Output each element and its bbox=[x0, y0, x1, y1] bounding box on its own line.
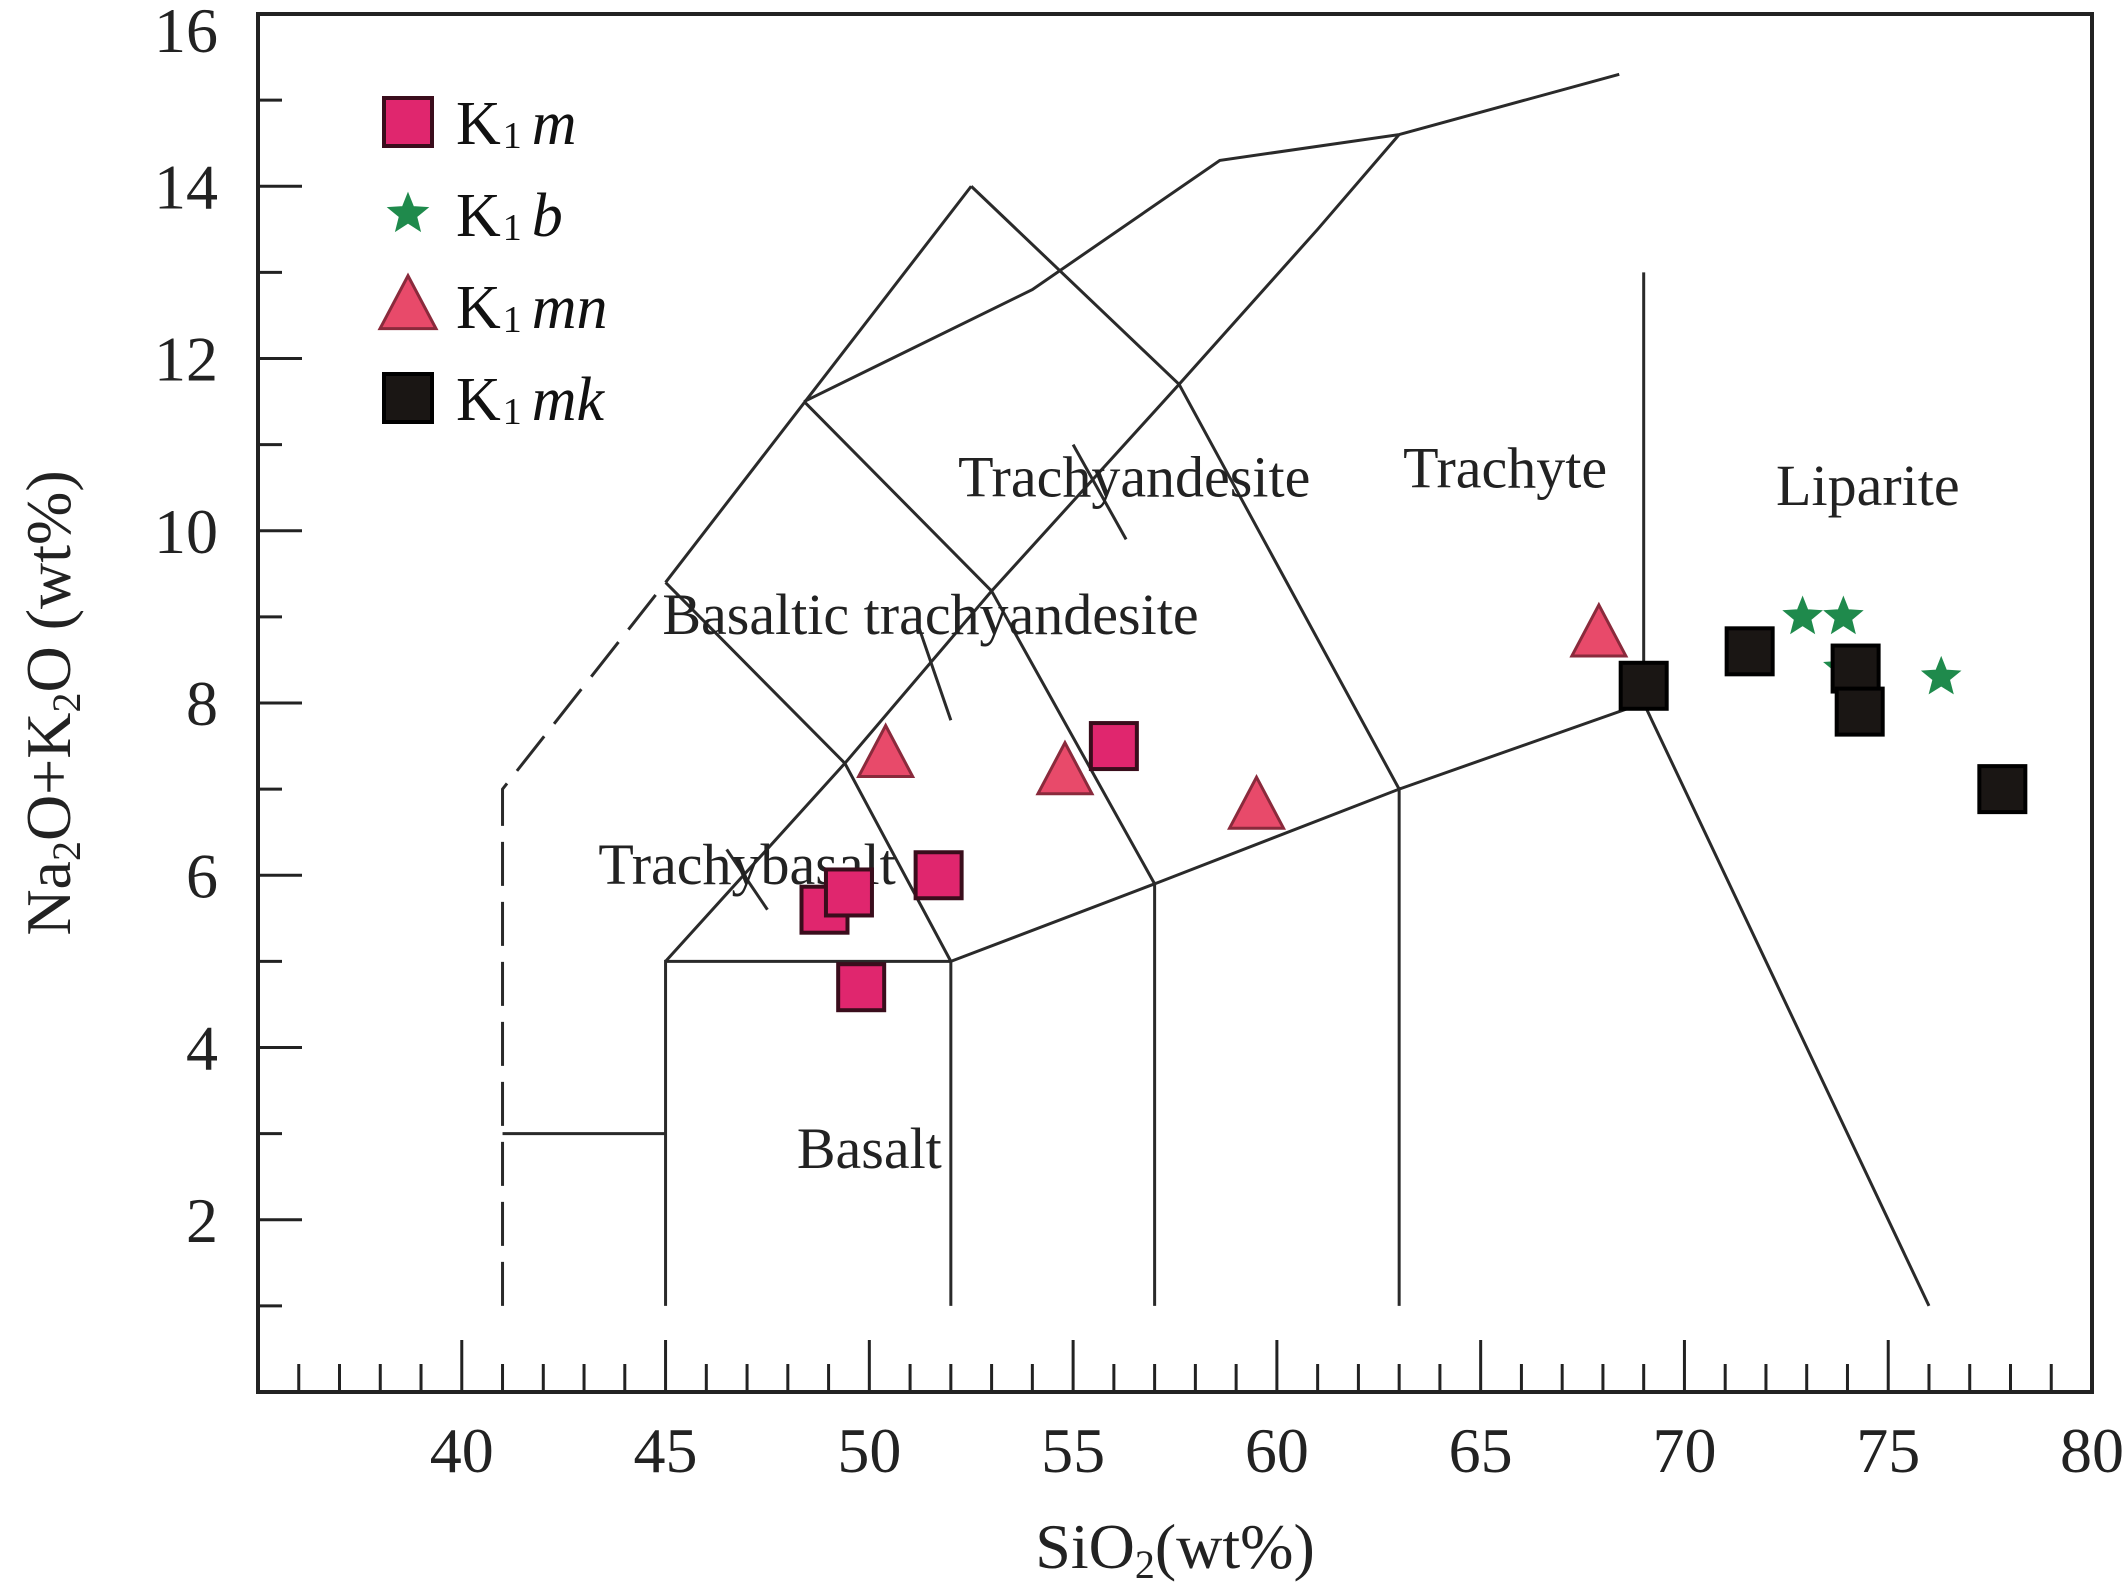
field-label: Liparite bbox=[1776, 453, 1960, 518]
data-point bbox=[1830, 643, 1881, 694]
y-tick-label: 10 bbox=[154, 496, 218, 567]
y-tick-label: 4 bbox=[186, 1013, 218, 1084]
boundary-line bbox=[725, 848, 769, 911]
boundary-line bbox=[664, 185, 973, 584]
legend-label: K1 b bbox=[456, 182, 563, 250]
data-point bbox=[1569, 601, 1629, 658]
boundary-line bbox=[1071, 443, 1128, 541]
field-labels: Trachyandesite Trachyte Liparite Basaltic t… bbox=[598, 436, 1959, 1181]
legend-label: K1 mk bbox=[456, 366, 606, 434]
y-tick-label: 8 bbox=[186, 668, 218, 739]
field-label: Trachyandesite bbox=[958, 444, 1310, 509]
data-point bbox=[1724, 626, 1775, 677]
data-points bbox=[799, 595, 2028, 1013]
y-tick-label: 2 bbox=[186, 1185, 218, 1256]
data-point bbox=[823, 867, 874, 918]
boundary-line bbox=[664, 581, 846, 765]
y-tick-label: 14 bbox=[154, 151, 218, 222]
field-label: Trachyte bbox=[1403, 436, 1607, 501]
boundary-line bbox=[916, 624, 953, 721]
x-tick-label: 75 bbox=[1856, 1415, 1920, 1486]
x-axis: 40 45 50 55 60 65 70 75 80 bbox=[297, 1340, 2124, 1486]
legend: K1 m K1 b K1 mn K1 mk bbox=[377, 90, 608, 434]
data-point bbox=[1618, 660, 1669, 711]
field-label: Basaltic trachyandesite bbox=[662, 582, 1198, 647]
boundary-line bbox=[803, 72, 1620, 403]
boundary-line bbox=[950, 881, 1157, 1306]
data-point bbox=[913, 850, 964, 901]
y-axis-title: Na2O+K2O (wt%) bbox=[13, 470, 89, 935]
boundary-line bbox=[970, 185, 1181, 386]
x-title-sub: 2 bbox=[1135, 1542, 1155, 1587]
data-point bbox=[1834, 686, 1885, 737]
data-point bbox=[1088, 721, 1139, 772]
boundary-line bbox=[1154, 786, 1401, 1306]
y-title-part: 2 bbox=[44, 841, 89, 861]
data-point bbox=[836, 962, 887, 1013]
x-tick-label: 45 bbox=[634, 1415, 698, 1486]
data-point bbox=[1227, 773, 1287, 830]
field-label: Basalt bbox=[797, 1116, 942, 1181]
x-title-main: SiO bbox=[1035, 1511, 1135, 1582]
y-tick-label: 6 bbox=[186, 840, 218, 911]
y-title-part: 2 bbox=[44, 693, 89, 713]
x-tick-label: 60 bbox=[1245, 1415, 1309, 1486]
x-tick-label: 55 bbox=[1041, 1415, 1105, 1486]
x-tick-label: 65 bbox=[1449, 1415, 1513, 1486]
legend-marker bbox=[377, 272, 439, 331]
y-title-part: O (wt%) bbox=[13, 470, 84, 692]
x-tick-label: 80 bbox=[2060, 1415, 2124, 1486]
boundary-line bbox=[803, 400, 993, 593]
legend-label: K1 mn bbox=[456, 274, 608, 342]
y-tick-label: 16 bbox=[154, 0, 218, 66]
data-point bbox=[1920, 655, 1962, 695]
x-tick-label: 70 bbox=[1652, 1415, 1716, 1486]
legend-label: K1 m bbox=[456, 90, 577, 158]
data-point bbox=[1035, 739, 1095, 796]
data-point bbox=[1782, 595, 1823, 635]
x-title-suffix: (wt%) bbox=[1155, 1511, 1315, 1582]
boundary-line bbox=[664, 959, 953, 1306]
y-axis: 2 4 6 8 10 12 14 16 bbox=[154, 0, 302, 1308]
legend-marker bbox=[382, 96, 434, 148]
data-point bbox=[1823, 595, 1864, 635]
boundary-line-dashed bbox=[501, 581, 667, 1306]
y-title-part: O+K bbox=[13, 713, 84, 842]
x-axis-title: SiO2(wt%) bbox=[1035, 1511, 1315, 1587]
field-boundaries bbox=[501, 72, 1931, 1307]
data-point bbox=[1977, 764, 2028, 815]
y-title-part: Na bbox=[13, 861, 84, 936]
boundary-line bbox=[1177, 133, 1401, 386]
legend-marker bbox=[386, 191, 430, 233]
x-tick-label: 50 bbox=[837, 1415, 901, 1486]
y-tick-label: 12 bbox=[154, 324, 218, 395]
legend-marker bbox=[382, 372, 434, 424]
data-point bbox=[856, 722, 916, 779]
x-tick-label: 40 bbox=[430, 1415, 494, 1486]
boundary-line bbox=[1398, 701, 1931, 1307]
